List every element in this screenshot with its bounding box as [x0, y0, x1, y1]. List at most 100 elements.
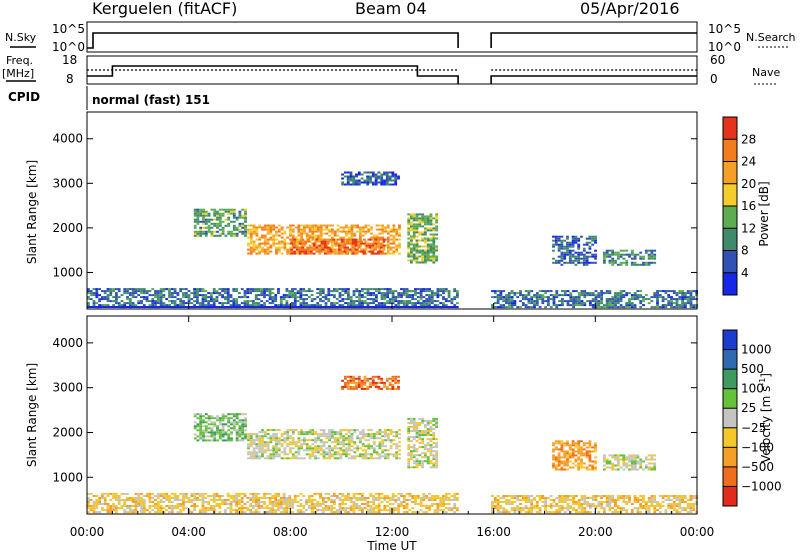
- cell-1: [303, 431, 306, 434]
- cell-4: [115, 499, 118, 501]
- cell-0: [232, 421, 236, 424]
- cell-5: [397, 292, 401, 295]
- cell-1: [249, 230, 253, 233]
- cell-1: [263, 445, 267, 448]
- cell-5: [193, 294, 196, 297]
- cell-6: [684, 292, 687, 295]
- cell-4: [226, 495, 230, 497]
- cell-0: [230, 421, 233, 424]
- cell-5: [89, 294, 93, 297]
- cell-5: [159, 304, 163, 307]
- cell-4: [215, 503, 219, 505]
- cell-5: [89, 298, 93, 301]
- cell-5: [128, 298, 132, 301]
- cell-5: [402, 294, 406, 297]
- cell-1: [300, 230, 303, 233]
- cell-4: [349, 499, 353, 501]
- cell-1: [283, 447, 287, 450]
- cell-4: [358, 497, 361, 499]
- cell-1: [356, 429, 359, 432]
- cell-1: [350, 449, 354, 452]
- cell-3: [410, 421, 413, 424]
- cell-0: [210, 415, 214, 418]
- cell-6: [667, 296, 671, 299]
- cell-1: [367, 429, 371, 432]
- cell-0: [199, 208, 203, 211]
- cell-4: [190, 492, 194, 495]
- cell-1: [252, 250, 256, 253]
- cell-8: [633, 253, 637, 256]
- cell-5: [302, 302, 306, 305]
- cell-4: [120, 505, 124, 507]
- cell-1: [328, 453, 331, 456]
- cell-7: [591, 237, 595, 240]
- cell-3: [369, 177, 372, 180]
- cell-7: [563, 239, 567, 242]
- cell-3: [435, 419, 438, 422]
- cell-5: [575, 511, 578, 514]
- cell-1: [275, 232, 278, 235]
- cell-5: [243, 294, 247, 297]
- cell-1: [255, 453, 259, 456]
- cell-6: [672, 306, 676, 309]
- cell-5: [165, 288, 169, 291]
- cell-1: [283, 238, 287, 241]
- cell-1: [317, 445, 320, 448]
- cell-0: [241, 421, 245, 424]
- cell-5: [405, 294, 409, 297]
- cell-5: [650, 505, 654, 507]
- cell-5: [491, 501, 494, 503]
- cell-1: [319, 445, 323, 448]
- cell-4: [288, 507, 292, 510]
- cell-2: [301, 242, 305, 245]
- cell-2: [366, 377, 370, 380]
- cell-5: [229, 304, 233, 307]
- cell-7: [566, 241, 569, 244]
- cell-1: [342, 451, 345, 454]
- cell-5: [608, 505, 612, 507]
- cell-4: [173, 505, 177, 507]
- cell-0: [241, 425, 245, 428]
- cell-5: [173, 292, 177, 295]
- cell-5: [134, 288, 138, 291]
- cell-5: [293, 302, 297, 305]
- cell-8: [619, 261, 623, 264]
- cell-1: [272, 453, 276, 456]
- cell-2: [337, 248, 341, 251]
- cell-5: [307, 290, 311, 293]
- cell-5: [257, 294, 261, 297]
- cell-1: [381, 431, 385, 434]
- y-tick-label: 2000: [52, 221, 83, 235]
- cell-1: [384, 429, 387, 432]
- cell-4: [229, 501, 233, 503]
- cell-1: [384, 252, 387, 255]
- cell-4: [375, 497, 378, 499]
- cell-8: [633, 257, 637, 260]
- cell-6: [670, 290, 673, 293]
- cell-1: [364, 439, 368, 442]
- cell-4: [201, 492, 205, 495]
- cell-5: [263, 294, 266, 297]
- cell-4: [254, 492, 258, 495]
- cell-4: [212, 497, 216, 499]
- cell-1: [277, 246, 281, 249]
- cell-3: [424, 452, 427, 455]
- cell-4: [246, 509, 250, 512]
- cell-1: [342, 429, 345, 432]
- cell-2: [312, 252, 316, 255]
- cell-6: [507, 292, 511, 295]
- cell-1: [261, 449, 264, 452]
- cell-1: [305, 445, 309, 448]
- cell-4: [442, 503, 445, 505]
- cell-4: [426, 249, 430, 252]
- cell-4: [405, 507, 409, 510]
- cell-6: [664, 306, 668, 309]
- cell-5: [333, 296, 336, 299]
- cell-6: [555, 296, 559, 299]
- cell-8: [647, 261, 651, 264]
- cell-4: [268, 509, 272, 512]
- cell-4: [412, 233, 416, 236]
- cell-0: [196, 423, 200, 426]
- cell-5: [369, 298, 373, 301]
- cell-6: [505, 302, 508, 305]
